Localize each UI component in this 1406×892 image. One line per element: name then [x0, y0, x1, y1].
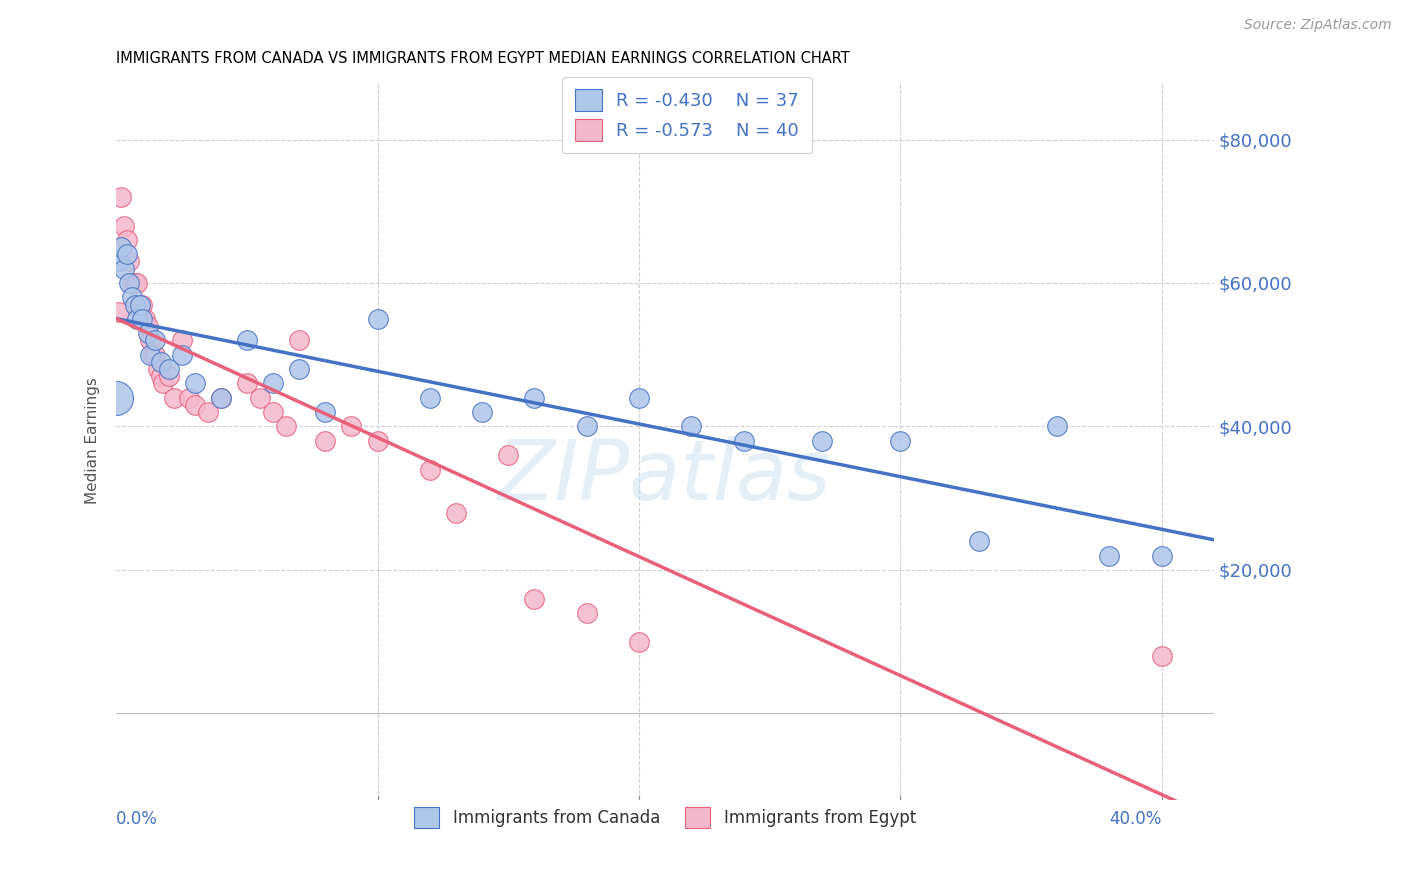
Point: [523, 591, 546, 606]
Point: [149, 355, 172, 369]
Point: [163, 391, 186, 405]
Point: [157, 369, 180, 384]
Point: [131, 311, 153, 326]
Point: [419, 391, 441, 405]
Point: [1150, 549, 1173, 563]
Point: [627, 634, 650, 648]
Point: [179, 391, 201, 405]
Point: [115, 233, 138, 247]
Point: [967, 534, 990, 549]
Point: [1150, 648, 1173, 663]
Point: [314, 434, 336, 448]
Point: [128, 297, 150, 311]
Point: [118, 254, 141, 268]
Point: [314, 405, 336, 419]
Point: [1098, 549, 1121, 563]
Text: ZIPatlas: ZIPatlas: [498, 436, 832, 517]
Point: [575, 419, 598, 434]
Point: [157, 362, 180, 376]
Point: [110, 190, 132, 204]
Point: [124, 276, 146, 290]
Y-axis label: Median Earnings: Median Earnings: [86, 377, 100, 504]
Point: [498, 448, 520, 462]
Point: [627, 391, 650, 405]
Point: [889, 434, 911, 448]
Text: Source: ZipAtlas.com: Source: ZipAtlas.com: [1244, 18, 1392, 32]
Point: [419, 462, 441, 476]
Text: 40.0%: 40.0%: [1109, 810, 1161, 829]
Point: [523, 391, 546, 405]
Point: [134, 311, 156, 326]
Point: [127, 276, 149, 290]
Point: [367, 434, 389, 448]
Legend: Immigrants from Canada, Immigrants from Egypt: Immigrants from Canada, Immigrants from …: [408, 800, 922, 834]
Point: [262, 376, 284, 391]
Point: [170, 348, 193, 362]
Point: [136, 319, 159, 334]
Point: [276, 419, 298, 434]
Point: [139, 334, 162, 348]
Point: [262, 405, 284, 419]
Point: [139, 348, 162, 362]
Point: [121, 276, 143, 290]
Point: [183, 398, 205, 412]
Text: 0.0%: 0.0%: [117, 810, 157, 829]
Point: [249, 391, 271, 405]
Point: [146, 362, 169, 376]
Point: [108, 254, 131, 268]
Point: [733, 434, 755, 448]
Point: [118, 276, 141, 290]
Point: [236, 334, 259, 348]
Point: [811, 434, 834, 448]
Point: [209, 391, 232, 405]
Point: [288, 362, 311, 376]
Point: [108, 304, 131, 318]
Point: [1046, 419, 1069, 434]
Point: [170, 334, 193, 348]
Point: [112, 261, 135, 276]
Point: [136, 326, 159, 341]
Point: [288, 334, 311, 348]
Point: [142, 348, 165, 362]
Point: [197, 405, 219, 419]
Point: [128, 297, 150, 311]
Point: [121, 290, 143, 304]
Point: [152, 376, 174, 391]
Point: [124, 297, 146, 311]
Point: [681, 419, 703, 434]
Point: [209, 391, 232, 405]
Point: [575, 606, 598, 620]
Point: [236, 376, 259, 391]
Point: [110, 240, 132, 254]
Point: [112, 219, 135, 233]
Point: [340, 419, 363, 434]
Text: IMMIGRANTS FROM CANADA VS IMMIGRANTS FROM EGYPT MEDIAN EARNINGS CORRELATION CHAR: IMMIGRANTS FROM CANADA VS IMMIGRANTS FRO…: [117, 51, 851, 66]
Point: [145, 334, 167, 348]
Point: [183, 376, 205, 391]
Point: [115, 247, 138, 261]
Point: [444, 506, 467, 520]
Point: [105, 391, 128, 405]
Point: [149, 369, 172, 384]
Point: [131, 297, 153, 311]
Point: [145, 348, 167, 362]
Point: [127, 311, 149, 326]
Point: [471, 405, 494, 419]
Point: [367, 311, 389, 326]
